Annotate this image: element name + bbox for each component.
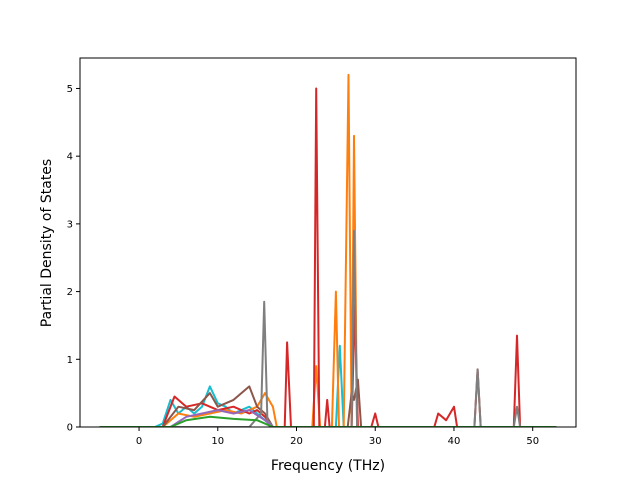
y-axis-ticks: 0 1 2 3 4 5 bbox=[67, 84, 80, 434]
x-tick-label: 40 bbox=[448, 436, 461, 447]
x-axis-label: Frequency (THz) bbox=[271, 458, 385, 474]
series-line-7 bbox=[99, 415, 557, 427]
series-line-4 bbox=[99, 378, 557, 427]
y-axis-label: Partial Density of States bbox=[39, 159, 55, 327]
y-tick-label: 5 bbox=[67, 84, 73, 95]
x-tick-label: 0 bbox=[136, 436, 142, 447]
y-tick-label: 3 bbox=[67, 219, 73, 230]
series-line-2 bbox=[99, 73, 557, 427]
plot-frame bbox=[79, 57, 577, 428]
y-tick-label: 0 bbox=[67, 423, 73, 434]
series-layer bbox=[99, 73, 557, 427]
x-axis-ticks: 0 10 20 30 40 50 bbox=[136, 427, 539, 447]
series-line-3 bbox=[99, 87, 557, 427]
series-line-1 bbox=[99, 344, 557, 427]
y-tick-label: 2 bbox=[67, 287, 73, 298]
x-tick-label: 50 bbox=[526, 436, 539, 447]
y-tick-label: 1 bbox=[67, 355, 73, 366]
x-tick-label: 30 bbox=[369, 436, 382, 447]
series-line-6 bbox=[99, 409, 557, 427]
x-tick-label: 20 bbox=[290, 436, 303, 447]
series-line-5 bbox=[99, 229, 557, 427]
y-tick-label: 4 bbox=[67, 152, 73, 163]
x-tick-label: 10 bbox=[211, 436, 224, 447]
